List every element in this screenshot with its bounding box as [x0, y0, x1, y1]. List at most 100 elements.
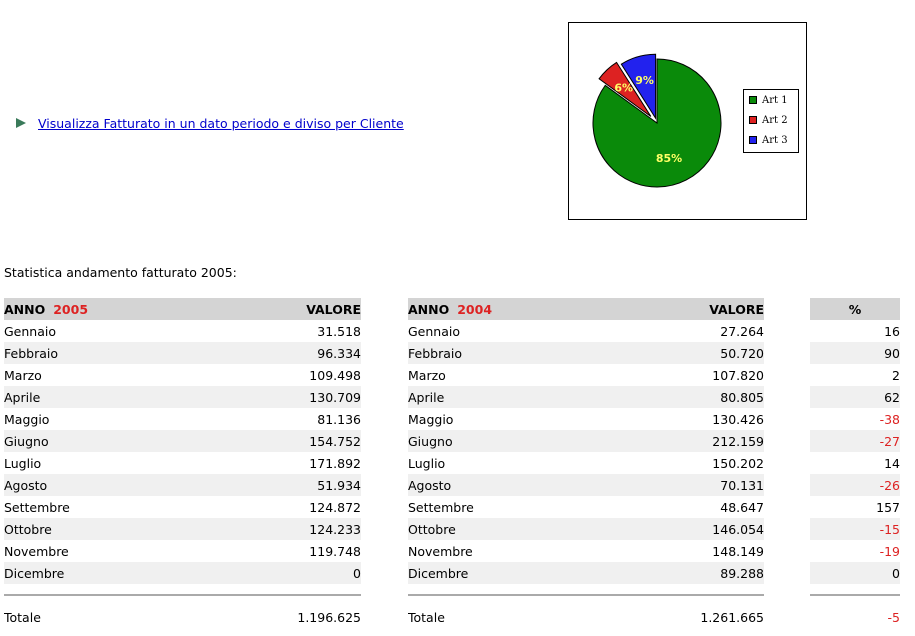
table-2005: ANNO 2005 VALORE Gennaio 31.518 Febbraio 96.…: [4, 298, 361, 628]
table-row: Luglio 171.892: [4, 452, 361, 474]
percent-cell: -38: [879, 411, 900, 427]
month-cell: Marzo: [4, 367, 42, 383]
separator-row: [810, 584, 900, 606]
month-cell: Settembre: [4, 499, 70, 515]
table-2004: ANNO 2004 VALORE Gennaio 27.264 Febbraio 50.…: [408, 298, 764, 628]
pie-slice-art-2: [598, 61, 652, 117]
legend-item: Art 1: [744, 90, 798, 110]
valore-header: VALORE: [204, 298, 361, 320]
month-cell: Luglio: [4, 455, 42, 471]
table-row: 0: [810, 562, 900, 584]
percent-cell: 16: [884, 323, 900, 339]
report-link-row: Visualizza Fatturato in un dato periodo …: [16, 114, 404, 132]
table-row: 14: [810, 452, 900, 474]
table-row: Marzo 107.820: [408, 364, 764, 386]
table-row: Dicembre 0: [4, 562, 361, 584]
value-cell: 130.709: [204, 386, 361, 408]
legend-label: Art 3: [762, 134, 788, 146]
legend-label: Art 2: [762, 114, 788, 126]
table-row: Agosto 51.934: [4, 474, 361, 496]
table-row: -27: [810, 430, 900, 452]
total-label: Totale: [4, 609, 41, 625]
table-row: 90: [810, 342, 900, 364]
anno-header: ANNO 2004: [408, 298, 608, 320]
year-2004: 2004: [457, 301, 493, 317]
table-row: Agosto 70.131: [408, 474, 764, 496]
table-percent: % 16 90 2 62 -38 -27 14 -26 157 -15 -19 0 -5: [810, 298, 900, 628]
table-row: -19: [810, 540, 900, 562]
table-row: 2: [810, 364, 900, 386]
month-cell: Marzo: [408, 367, 446, 383]
pie-label-art-1: 85%: [656, 152, 682, 165]
legend-item: Art 3: [744, 130, 798, 150]
table-row: Giugno 212.159: [408, 430, 764, 452]
legend-label: Art 1: [762, 94, 788, 106]
table-row: -26: [810, 474, 900, 496]
value-cell: 124.872: [309, 499, 361, 515]
value-cell: 212.159: [608, 430, 764, 452]
percent-cell: 157: [876, 499, 900, 515]
total-row: Totale 1.261.665: [408, 606, 764, 628]
percent-header: %: [810, 298, 900, 320]
total-row: -5: [810, 606, 900, 628]
legend-swatch: [749, 116, 757, 124]
pie-label-art-2: 6%: [614, 82, 633, 95]
table-row: Settembre 48.647: [408, 496, 764, 518]
month-cell: Maggio: [4, 411, 50, 427]
table-row: Settembre 124.872: [4, 496, 361, 518]
value-cell: 48.647: [720, 499, 764, 515]
value-cell: 171.892: [309, 455, 361, 471]
percent-cell: 62: [810, 386, 900, 408]
legend-swatch: [749, 136, 757, 144]
legend-swatch: [749, 96, 757, 104]
value-cell: 150.202: [712, 455, 764, 471]
value-cell: 89.288: [608, 562, 764, 584]
month-cell: Maggio: [408, 411, 454, 427]
percent-cell: -15: [810, 518, 900, 540]
table-row: Dicembre 89.288: [408, 562, 764, 584]
table-row: Novembre 119.748: [4, 540, 361, 562]
year-2005: 2005: [53, 301, 89, 317]
total-label: Totale: [408, 609, 445, 625]
pie-chart-svg: 85% 6%9%: [592, 53, 722, 188]
percent-cell: 14: [884, 455, 900, 471]
month-cell: Febbraio: [4, 342, 204, 364]
value-cell: 109.498: [309, 367, 361, 383]
table-row: -38: [810, 408, 900, 430]
table-header: ANNO 2005 VALORE: [4, 298, 361, 320]
month-cell: Novembre: [4, 543, 69, 559]
percent-cell: -19: [879, 543, 900, 559]
month-cell: Aprile: [408, 386, 608, 408]
table-row: 16: [810, 320, 900, 342]
table-row: Maggio 130.426: [408, 408, 764, 430]
month-cell: Febbraio: [408, 342, 608, 364]
value-cell: 154.752: [204, 430, 361, 452]
month-cell: Dicembre: [4, 562, 204, 584]
table-row: Giugno 154.752: [4, 430, 361, 452]
separator-row: [408, 584, 764, 606]
separator: [408, 584, 764, 606]
value-cell: 31.518: [317, 323, 361, 339]
value-cell: 50.720: [608, 342, 764, 364]
pie-label-art-3: 9%: [635, 74, 654, 87]
month-cell: Ottobre: [4, 518, 204, 540]
month-cell: Gennaio: [408, 323, 461, 339]
month-cell: Luglio: [408, 455, 446, 471]
value-cell: 0: [204, 562, 361, 584]
value-cell: 148.149: [712, 543, 764, 559]
chart-legend: Art 1 Art 2 Art 3: [743, 89, 799, 153]
pie-slice-art-1: [592, 58, 722, 188]
table-row: Ottobre 146.054: [408, 518, 764, 540]
table-row: Maggio 81.136: [4, 408, 361, 430]
table-row: Novembre 148.149: [408, 540, 764, 562]
table-row: Gennaio 31.518: [4, 320, 361, 342]
month-cell: Novembre: [408, 543, 473, 559]
month-cell: Settembre: [408, 499, 474, 515]
table-row: Aprile 130.709: [4, 386, 361, 408]
total-value: 1.261.665: [700, 609, 764, 625]
value-cell: 51.934: [204, 474, 361, 496]
table-row: Aprile 80.805: [408, 386, 764, 408]
fatturato-per-cliente-link[interactable]: Visualizza Fatturato in un dato periodo …: [38, 115, 404, 131]
anno-header: ANNO 2005: [4, 298, 204, 320]
percent-cell: 0: [810, 562, 900, 584]
